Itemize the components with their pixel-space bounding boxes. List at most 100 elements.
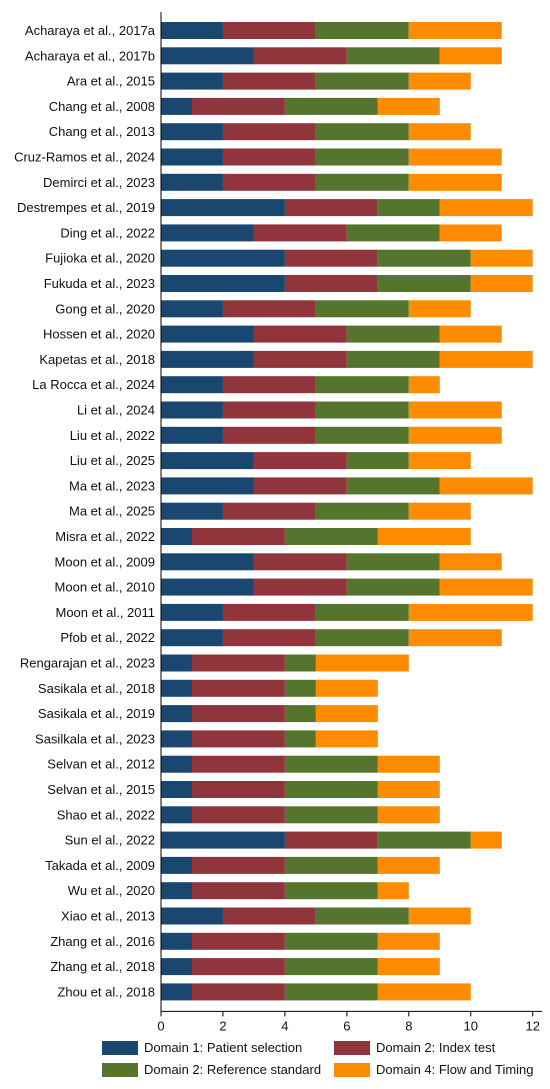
bar-segment bbox=[377, 275, 471, 292]
bar-segment bbox=[377, 806, 440, 824]
bar-segment bbox=[377, 199, 440, 217]
bar-segment bbox=[315, 679, 378, 697]
bar-segment bbox=[161, 528, 192, 545]
bar-segment bbox=[346, 553, 440, 571]
bar-segment bbox=[284, 654, 316, 672]
stacked-bar-chart: Acharaya et al., 2017a Acharaya et al., 2… bbox=[14, 12, 542, 1033]
bar-segment bbox=[346, 578, 440, 596]
y-tick-label: Wu et al., 2020 bbox=[68, 883, 155, 898]
bar-segment bbox=[377, 856, 440, 874]
x-tick-label: 10 bbox=[464, 1018, 478, 1033]
y-tick-label: Zhou et al., 2018 bbox=[57, 984, 155, 999]
bar-segment bbox=[191, 705, 285, 723]
bar-segment bbox=[222, 148, 316, 166]
bar-segment bbox=[161, 755, 192, 773]
bar-segment bbox=[408, 376, 440, 394]
bar-segment bbox=[222, 22, 316, 39]
y-tick-label: Misra et al., 2022 bbox=[55, 529, 155, 544]
bar-segment bbox=[161, 502, 223, 520]
bar-segment bbox=[439, 47, 502, 65]
x-tick-label: 6 bbox=[343, 1018, 350, 1033]
bar-segment bbox=[161, 932, 192, 950]
y-tick-label: Fukuda et al., 2023 bbox=[44, 276, 155, 291]
bar-segment bbox=[346, 477, 440, 495]
bar-segment bbox=[439, 325, 502, 343]
bar-segment bbox=[161, 578, 254, 596]
bar-segment bbox=[377, 831, 471, 849]
bar-segment bbox=[315, 22, 409, 39]
bar-segment bbox=[315, 629, 409, 647]
bar-segment bbox=[284, 932, 378, 950]
bar-segment bbox=[346, 224, 440, 242]
bar-segment bbox=[284, 755, 378, 773]
bar-segment bbox=[253, 452, 347, 470]
y-tick-label: Li et al., 2024 bbox=[77, 403, 155, 418]
y-tick-label: Rengarajan et al., 2023 bbox=[20, 656, 155, 671]
bar-segment bbox=[161, 47, 254, 65]
y-tick-label: Moon et al., 2011 bbox=[56, 605, 156, 620]
y-tick-label: Pfob et al., 2022 bbox=[60, 630, 155, 645]
bar-segment bbox=[377, 958, 440, 976]
bar-segment bbox=[253, 553, 347, 571]
bar-segment bbox=[470, 831, 502, 849]
bar-segment bbox=[191, 958, 285, 976]
bar-segment bbox=[284, 806, 378, 824]
bar-segment bbox=[191, 755, 285, 773]
bar-segment bbox=[284, 199, 378, 217]
legend: Domain 1: Patient selection Domain 2: In… bbox=[98, 1038, 538, 1082]
bar-segment bbox=[377, 97, 440, 115]
bar-segment bbox=[315, 300, 409, 318]
bar-segment bbox=[408, 629, 502, 647]
y-tick-label: Kapetas et al., 2018 bbox=[39, 352, 155, 367]
bar-segment bbox=[161, 22, 223, 39]
bar-segment bbox=[377, 528, 471, 545]
bar-segment bbox=[161, 249, 285, 267]
bar-segment bbox=[284, 275, 378, 292]
y-tick-label: Ma et al., 2025 bbox=[69, 504, 155, 519]
bar-segment bbox=[222, 173, 316, 191]
legend-item-patient-selection: Domain 1: Patient selection bbox=[102, 1040, 302, 1055]
legend-label: Domain 4: Flow and Timing bbox=[376, 1062, 534, 1077]
bar-segment bbox=[408, 22, 502, 39]
bar-segment bbox=[253, 47, 347, 65]
x-tick-label: 12 bbox=[525, 1018, 539, 1033]
bars bbox=[161, 22, 533, 1001]
bar-segment bbox=[191, 781, 285, 798]
bar-segment bbox=[284, 781, 378, 798]
bar-segment bbox=[161, 199, 285, 217]
bar-segment bbox=[191, 983, 285, 1001]
bar-segment bbox=[315, 376, 409, 394]
bar-segment bbox=[161, 958, 192, 976]
bar-segment bbox=[191, 97, 285, 115]
legend-swatch bbox=[334, 1040, 370, 1055]
legend-item-reference-standard: Domain 2: Reference standard bbox=[102, 1062, 321, 1077]
bar-segment bbox=[253, 578, 347, 596]
bar-segment bbox=[346, 452, 409, 470]
bar-segment bbox=[161, 148, 223, 166]
bar-segment bbox=[346, 350, 440, 368]
bar-segment bbox=[222, 401, 316, 419]
bar-segment bbox=[161, 173, 223, 191]
bar-segment bbox=[470, 249, 533, 267]
y-tick-label: Demirci et al., 2023 bbox=[43, 175, 155, 190]
y-tick-label: Hossen et al., 2020 bbox=[43, 327, 155, 342]
y-axis-labels: Acharaya et al., 2017a Acharaya et al., 2… bbox=[14, 23, 156, 999]
y-tick-label: Sasilkala et al., 2023 bbox=[35, 731, 155, 746]
y-tick-label: Takada et al., 2009 bbox=[45, 858, 155, 873]
legend-item-flow-and-timing: Domain 4: Flow and Timing bbox=[334, 1062, 534, 1077]
y-tick-label: Chang et al., 2013 bbox=[49, 124, 155, 139]
bar-segment bbox=[377, 781, 440, 798]
bar-segment bbox=[284, 679, 316, 697]
bar-segment bbox=[161, 907, 223, 925]
y-tick-label: Moon et al., 2009 bbox=[55, 554, 155, 569]
bar-segment bbox=[161, 123, 223, 141]
bar-segment bbox=[253, 224, 347, 242]
bar-segment bbox=[222, 629, 316, 647]
bar-segment bbox=[161, 72, 223, 90]
y-tick-label: Sasikala et al., 2019 bbox=[38, 706, 155, 721]
y-tick-label: Shao et al., 2022 bbox=[57, 807, 155, 822]
legend-swatch bbox=[334, 1062, 370, 1077]
y-tick-label: Xiao et al., 2013 bbox=[61, 909, 155, 924]
bar-segment bbox=[253, 325, 347, 343]
bar-segment bbox=[284, 983, 378, 1001]
